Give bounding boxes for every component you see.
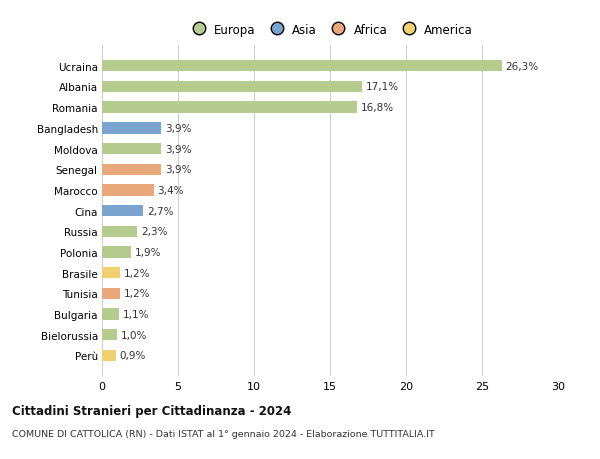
Bar (102, 288, 120, 299)
Bar (102, 61, 502, 72)
Bar (102, 82, 362, 93)
Text: 2,7%: 2,7% (147, 206, 173, 216)
Bar (102, 144, 161, 155)
Text: 3,4%: 3,4% (157, 185, 184, 196)
Text: Cittadini Stranieri per Cittadinanza - 2024: Cittadini Stranieri per Cittadinanza - 2… (12, 404, 292, 417)
Bar (102, 247, 131, 258)
Bar (102, 164, 161, 175)
Bar (102, 102, 358, 113)
Text: 3,9%: 3,9% (165, 165, 191, 175)
Text: 3,9%: 3,9% (165, 144, 191, 154)
Bar (102, 206, 143, 217)
Text: 16,8%: 16,8% (361, 103, 394, 113)
Text: 3,9%: 3,9% (165, 123, 191, 134)
Bar (102, 123, 161, 134)
Text: 1,0%: 1,0% (121, 330, 148, 340)
Legend: Europa, Asia, Africa, America: Europa, Asia, Africa, America (182, 19, 478, 41)
Text: 1,1%: 1,1% (122, 309, 149, 319)
Bar (102, 330, 117, 341)
Bar (102, 226, 137, 237)
Text: 17,1%: 17,1% (366, 82, 399, 92)
Bar (102, 185, 154, 196)
Text: 0,9%: 0,9% (119, 351, 146, 361)
Text: 2,3%: 2,3% (141, 227, 167, 237)
Text: COMUNE DI CATTOLICA (RN) - Dati ISTAT al 1° gennaio 2024 - Elaborazione TUTTITAL: COMUNE DI CATTOLICA (RN) - Dati ISTAT al… (12, 429, 435, 438)
Text: 26,3%: 26,3% (506, 62, 539, 72)
Text: 1,9%: 1,9% (134, 247, 161, 257)
Bar (102, 268, 120, 279)
Text: 1,2%: 1,2% (124, 289, 151, 299)
Bar (102, 309, 119, 320)
Bar (102, 350, 116, 361)
Text: 1,2%: 1,2% (124, 268, 151, 278)
